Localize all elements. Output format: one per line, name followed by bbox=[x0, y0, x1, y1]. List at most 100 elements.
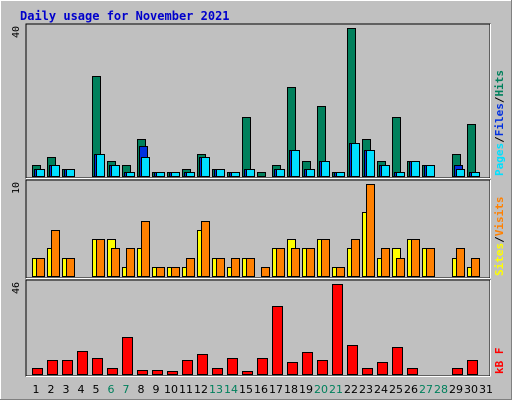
bar-pages-day-21 bbox=[336, 172, 345, 177]
bar-pages-day-25 bbox=[396, 172, 405, 177]
legend: kB F bbox=[493, 348, 506, 375]
legend-separator: / bbox=[493, 96, 506, 103]
x-tick-label: 22 bbox=[344, 383, 358, 396]
x-tick-label: 20 bbox=[314, 383, 328, 396]
bar-visits-day-2 bbox=[51, 230, 60, 277]
bar-pages-day-10 bbox=[171, 172, 180, 177]
x-tick-label: 1 bbox=[33, 383, 40, 396]
bar-pages-day-13 bbox=[216, 169, 225, 177]
x-tick-label: 10 bbox=[164, 383, 178, 396]
x-tick-label: 11 bbox=[179, 383, 193, 396]
bar-kbytes-day-21 bbox=[332, 284, 343, 375]
bar-visits-day-29 bbox=[456, 248, 465, 277]
bar-kbytes-day-11 bbox=[182, 360, 193, 375]
panel-hits-files-pages: 40 Pages/Files/Hits bbox=[11, 23, 506, 179]
y-tick-label: 10 bbox=[11, 182, 22, 194]
bar-visits-day-20 bbox=[321, 239, 330, 277]
bar-pages-day-17 bbox=[276, 169, 285, 177]
bar-hits-day-30 bbox=[467, 124, 476, 177]
legend: Pages/Files/Hits bbox=[493, 70, 506, 176]
legend-sites: Sites bbox=[493, 243, 506, 276]
bar-hits-day-15 bbox=[242, 117, 251, 177]
bar-kbytes-day-26 bbox=[407, 368, 418, 375]
bar-kbytes-day-20 bbox=[317, 360, 328, 375]
series-pages bbox=[36, 143, 480, 177]
bar-kbytes-day-19 bbox=[302, 352, 313, 375]
x-tick-label: 26 bbox=[404, 383, 418, 396]
bar-visits-day-25 bbox=[396, 258, 405, 277]
bar-hits-day-16 bbox=[257, 172, 266, 177]
bar-kbytes-day-12 bbox=[197, 354, 208, 375]
x-tick-label: 21 bbox=[329, 383, 343, 396]
bar-visits-day-14 bbox=[231, 258, 240, 277]
bar-visits-day-16 bbox=[261, 267, 270, 277]
bar-kbytes-day-6 bbox=[107, 368, 118, 375]
bar-visits-day-19 bbox=[306, 248, 315, 277]
x-tick-label: 18 bbox=[284, 383, 298, 396]
bar-visits-day-12 bbox=[201, 221, 210, 277]
y-tick-label: 46 bbox=[11, 282, 22, 294]
x-tick-label: 24 bbox=[374, 383, 388, 396]
bar-kbytes-day-9 bbox=[152, 370, 163, 375]
bar-pages-day-30 bbox=[471, 172, 480, 177]
bar-kbytes-day-30 bbox=[467, 360, 478, 375]
bar-pages-day-27 bbox=[426, 165, 435, 177]
x-tick-label: 27 bbox=[419, 383, 433, 396]
x-tick-label: 3 bbox=[63, 383, 70, 396]
legend-files: Files bbox=[493, 103, 506, 136]
x-tick-label: 6 bbox=[108, 383, 115, 396]
bar-pages-day-8 bbox=[141, 157, 150, 177]
bar-kbytes-day-7 bbox=[122, 337, 133, 375]
bar-visits-day-27 bbox=[426, 248, 435, 277]
bar-pages-day-19 bbox=[306, 169, 315, 177]
bar-pages-day-2 bbox=[51, 165, 60, 177]
x-tick-label: 4 bbox=[78, 383, 85, 396]
bar-visits-day-26 bbox=[411, 239, 420, 277]
bar-pages-day-18 bbox=[291, 150, 300, 177]
bar-visits-day-24 bbox=[381, 248, 390, 277]
legend-separator: / bbox=[493, 236, 506, 243]
bar-visits-day-22 bbox=[351, 239, 360, 277]
bar-kbytes-day-8 bbox=[137, 370, 148, 375]
bar-visits-day-30 bbox=[471, 258, 480, 277]
panel-visits-sites: 10 Sites/Visits bbox=[11, 179, 506, 279]
bar-visits-day-17 bbox=[276, 248, 285, 277]
x-tick-label: 2 bbox=[48, 383, 55, 396]
bar-hits-day-25 bbox=[392, 117, 401, 177]
bar-pages-day-26 bbox=[411, 161, 420, 177]
y-tick-label: 40 bbox=[11, 26, 22, 38]
x-axis-labels: 1 2 3 4 5 6 7 8 9 10 11 12 13 14 15 16 17 18 19 20 21 22 23 24 2… bbox=[33, 383, 494, 396]
x-tick-label: 16 bbox=[254, 383, 268, 396]
bar-visits-day-23 bbox=[366, 184, 375, 277]
series-visits bbox=[36, 184, 480, 277]
bar-pages-day-23 bbox=[366, 150, 375, 177]
bar-pages-day-5 bbox=[96, 154, 105, 177]
bar-kbytes-day-1 bbox=[32, 368, 43, 375]
x-tick-label: 15 bbox=[239, 383, 253, 396]
bar-kbytes-day-13 bbox=[212, 368, 223, 375]
x-tick-label: 9 bbox=[153, 383, 160, 396]
bar-pages-day-6 bbox=[111, 165, 120, 177]
x-tick-label: 29 bbox=[449, 383, 463, 396]
series-kbytes bbox=[32, 284, 478, 375]
bar-visits-day-7 bbox=[126, 248, 135, 277]
bar-pages-day-11 bbox=[186, 172, 195, 177]
bar-pages-day-9 bbox=[156, 172, 165, 177]
x-tick-label: 14 bbox=[224, 383, 238, 396]
bar-kbytes-day-22 bbox=[347, 345, 358, 375]
x-tick-label: 23 bbox=[359, 383, 373, 396]
x-tick-label: 19 bbox=[299, 383, 313, 396]
bar-kbytes-day-10 bbox=[167, 371, 178, 375]
bar-visits-day-8 bbox=[141, 221, 150, 277]
x-tick-label: 8 bbox=[138, 383, 145, 396]
x-tick-label: 31 bbox=[479, 383, 493, 396]
chart-title: Daily usage for November 2021 bbox=[20, 9, 230, 23]
bar-kbytes-day-24 bbox=[377, 362, 388, 375]
bar-kbytes-day-25 bbox=[392, 347, 403, 375]
bar-pages-day-22 bbox=[351, 143, 360, 177]
x-tick-label: 17 bbox=[269, 383, 283, 396]
bar-pages-day-29 bbox=[456, 169, 465, 177]
bar-kbytes-day-2 bbox=[47, 360, 58, 375]
bar-pages-day-14 bbox=[231, 172, 240, 177]
bar-kbytes-day-29 bbox=[452, 368, 463, 375]
